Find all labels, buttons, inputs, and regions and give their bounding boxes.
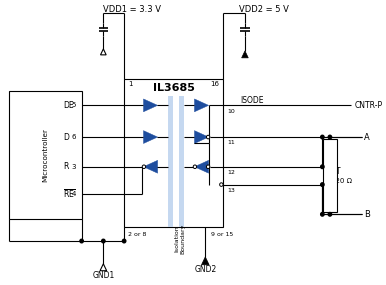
Bar <box>168 96 173 227</box>
Polygon shape <box>195 99 208 112</box>
Text: VDD2 = 5 V: VDD2 = 5 V <box>239 5 289 14</box>
Circle shape <box>122 239 126 243</box>
Text: A: A <box>364 133 370 142</box>
Polygon shape <box>195 160 208 173</box>
Circle shape <box>142 165 146 168</box>
Text: 12: 12 <box>227 170 235 175</box>
Text: 3: 3 <box>71 164 76 170</box>
Circle shape <box>207 135 210 139</box>
Bar <box>323 139 337 212</box>
Text: R: R <box>63 162 68 171</box>
Text: ISODE: ISODE <box>240 96 264 105</box>
Circle shape <box>193 165 196 168</box>
Circle shape <box>102 239 105 243</box>
Text: 120 Ω: 120 Ω <box>331 178 352 184</box>
Text: GND2: GND2 <box>194 265 217 274</box>
Text: DE: DE <box>63 101 73 110</box>
Polygon shape <box>201 257 209 265</box>
Text: B: B <box>364 210 370 219</box>
Polygon shape <box>100 49 106 55</box>
Text: $\overline{\rm RE}$: $\overline{\rm RE}$ <box>63 188 75 201</box>
Bar <box>179 96 184 227</box>
Text: D: D <box>63 133 69 142</box>
Circle shape <box>328 135 332 139</box>
Polygon shape <box>242 51 248 58</box>
Text: IL3685: IL3685 <box>153 83 195 93</box>
Text: 9 or 15: 9 or 15 <box>211 232 233 237</box>
Text: RT: RT <box>331 167 340 176</box>
Text: 6: 6 <box>71 134 76 140</box>
Bar <box>9 91 81 219</box>
Polygon shape <box>144 160 157 173</box>
Text: 10: 10 <box>227 109 235 114</box>
Text: Microcontroller: Microcontroller <box>42 128 48 182</box>
Text: VDD1 = 3.3 V: VDD1 = 3.3 V <box>103 5 161 14</box>
Text: 4: 4 <box>71 192 76 198</box>
Text: 2 or 8: 2 or 8 <box>128 232 146 237</box>
Circle shape <box>80 239 83 243</box>
Text: Isolation: Isolation <box>174 226 179 253</box>
Text: 1: 1 <box>128 81 132 87</box>
Circle shape <box>321 135 324 139</box>
Polygon shape <box>100 264 107 271</box>
Polygon shape <box>144 131 157 143</box>
Text: CNTR-P: CNTR-P <box>354 101 383 110</box>
Text: Boundary: Boundary <box>181 224 186 254</box>
Circle shape <box>321 165 324 168</box>
Text: 16: 16 <box>210 81 220 87</box>
Text: GND1: GND1 <box>92 271 115 280</box>
Polygon shape <box>195 131 208 143</box>
Circle shape <box>321 213 324 216</box>
Circle shape <box>328 213 332 216</box>
Polygon shape <box>144 99 157 112</box>
Text: 5: 5 <box>71 102 76 108</box>
Bar <box>124 79 223 227</box>
Text: 11: 11 <box>227 141 235 146</box>
Circle shape <box>321 183 324 186</box>
Circle shape <box>207 165 210 168</box>
Text: 13: 13 <box>227 188 235 193</box>
Circle shape <box>220 183 223 186</box>
